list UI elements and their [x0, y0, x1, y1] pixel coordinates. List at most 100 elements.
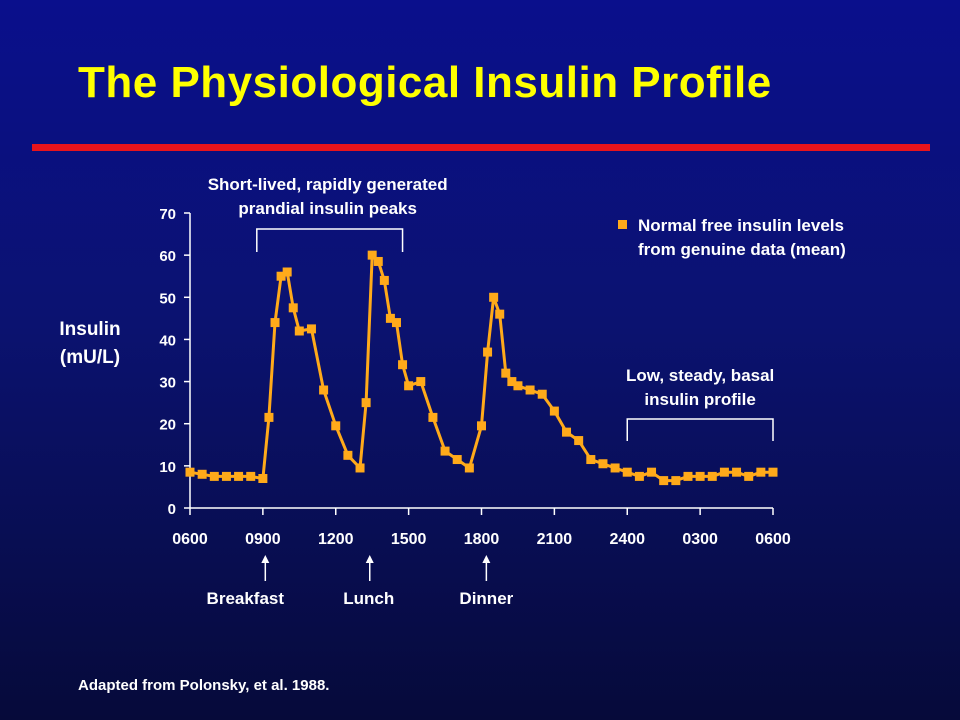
- data-point-28: [440, 446, 450, 456]
- x-tick-label-3: 1500: [391, 531, 427, 548]
- x-tick-label-0: 0600: [172, 531, 208, 548]
- source-citation: Adapted from Polonsky, et al. 1988.: [78, 677, 330, 694]
- y-axis-label: Insulin (mU/L): [40, 316, 140, 372]
- meal-arrow-head-2: [482, 555, 491, 563]
- data-point-25: [404, 381, 414, 391]
- chart-axes: 0 10 20 30 40 50 60 70 0600 0900 1200 1500 1800 2100 2…: [159, 206, 791, 548]
- data-point-49: [659, 476, 669, 486]
- data-point-55: [732, 467, 742, 477]
- meal-label-lunch: Lunch: [343, 589, 394, 608]
- data-point-29: [452, 455, 462, 465]
- data-point-14: [319, 385, 329, 395]
- data-point-51: [683, 471, 693, 481]
- data-point-43: [586, 455, 596, 465]
- data-point-39: [537, 389, 547, 399]
- annotation-prandial-line-2: prandial insulin peaks: [238, 199, 417, 218]
- data-point-21: [379, 275, 389, 285]
- data-point-4: [234, 471, 244, 481]
- data-point-12: [294, 326, 304, 336]
- data-point-27: [428, 412, 438, 422]
- data-point-6: [258, 474, 268, 483]
- meal-label-breakfast: Breakfast: [207, 589, 285, 608]
- data-point-58: [768, 467, 778, 477]
- data-point-50: [671, 476, 681, 486]
- y-tick-label-50: 50: [159, 290, 176, 307]
- data-point-17: [355, 463, 365, 473]
- data-point-23: [391, 318, 401, 328]
- x-tick-label-8: 0600: [755, 531, 791, 548]
- data-point-30: [464, 463, 474, 473]
- legend-marker-0: [618, 220, 627, 229]
- annotation-basal-line-1: Low, steady, basal: [626, 366, 774, 385]
- legend-label-line-1: Normal free insulin levels: [638, 216, 844, 235]
- data-point-38: [525, 385, 535, 395]
- data-point-40: [549, 406, 559, 416]
- data-point-44: [598, 459, 608, 469]
- data-point-15: [331, 421, 341, 431]
- data-point-42: [574, 436, 584, 446]
- chart-series: [185, 250, 778, 486]
- data-point-33: [489, 292, 499, 302]
- chart-legend: Normal free insulin levels from genuine d…: [618, 216, 846, 259]
- data-point-34: [495, 309, 505, 319]
- data-point-3: [221, 471, 231, 481]
- data-point-7: [264, 412, 274, 422]
- data-point-24: [398, 360, 408, 370]
- data-point-41: [562, 427, 572, 437]
- data-point-10: [282, 267, 292, 277]
- data-point-19: [367, 250, 377, 260]
- data-point-22: [385, 313, 395, 323]
- y-tick-label-40: 40: [159, 332, 176, 349]
- data-point-37: [513, 381, 523, 391]
- y-tick-label-30: 30: [159, 375, 176, 392]
- data-point-9: [276, 271, 286, 281]
- y-axis-label-line-2: (mU/L): [59, 347, 121, 368]
- data-point-1: [197, 469, 207, 479]
- chart-annotations: Short-lived, rapidly generated prandial i…: [208, 175, 774, 441]
- data-point-2: [209, 471, 219, 481]
- legend-label-line-2: from genuine data (mean): [638, 240, 846, 259]
- data-point-31: [477, 421, 486, 431]
- annotation-basal-line-2: insulin profile: [644, 390, 755, 409]
- data-point-32: [483, 347, 493, 357]
- data-point-16: [343, 450, 353, 460]
- annotation-bracket-basal: [626, 418, 774, 441]
- slide-title: The Physiological Insulin Profile: [78, 58, 772, 107]
- data-point-56: [744, 471, 754, 481]
- y-tick-label-0: 0: [168, 501, 176, 518]
- y-axis-label-line-1: Insulin: [59, 319, 121, 340]
- data-point-36: [507, 377, 517, 387]
- meal-markers: Breakfast Lunch Dinner: [207, 555, 514, 608]
- data-point-57: [756, 467, 766, 477]
- x-tick-label-5: 2100: [537, 531, 573, 548]
- y-tick-label-60: 60: [159, 248, 176, 265]
- data-point-52: [695, 471, 705, 481]
- x-tick-label-6: 2400: [609, 531, 645, 548]
- data-point-0: [185, 467, 195, 477]
- data-point-20: [373, 256, 383, 266]
- meal-arrow-head-0: [261, 555, 270, 563]
- data-point-5: [246, 471, 256, 481]
- data-point-18: [361, 398, 371, 408]
- data-point-48: [647, 467, 657, 477]
- data-point-35: [501, 368, 511, 378]
- y-tick-label-70: 70: [159, 206, 176, 223]
- meal-arrow-head-1: [365, 555, 374, 563]
- annotation-prandial-line-1: Short-lived, rapidly generated: [208, 175, 448, 194]
- title-divider: [32, 144, 930, 151]
- data-point-8: [270, 318, 280, 328]
- x-tick-label-4: 1800: [464, 531, 500, 548]
- annotation-bracket-prandial: [256, 228, 404, 252]
- y-tick-label-20: 20: [159, 417, 176, 434]
- meal-label-dinner: Dinner: [459, 589, 513, 608]
- data-point-26: [416, 377, 426, 387]
- y-tick-label-10: 10: [159, 459, 176, 476]
- data-point-46: [622, 467, 632, 477]
- data-point-13: [306, 324, 316, 334]
- x-tick-label-7: 0300: [682, 531, 718, 548]
- data-point-45: [610, 463, 620, 473]
- data-point-53: [707, 471, 717, 481]
- x-tick-label-1: 0900: [245, 531, 281, 548]
- data-point-54: [719, 467, 729, 477]
